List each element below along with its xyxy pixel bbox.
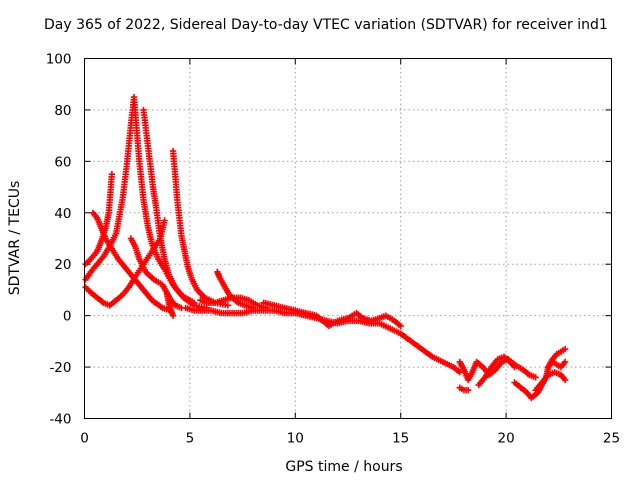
series-arc5 xyxy=(89,209,175,314)
y-tick-label: 100 xyxy=(46,52,72,68)
data-point xyxy=(169,312,177,319)
data-points-layer xyxy=(82,93,569,402)
x-tick-label: 15 xyxy=(392,431,409,447)
data-point xyxy=(224,302,232,309)
x-tick-label: 20 xyxy=(498,431,515,447)
series-arc10 xyxy=(197,294,269,312)
data-point xyxy=(397,322,404,330)
data-point xyxy=(561,358,569,366)
y-tick-label: -40 xyxy=(49,412,71,428)
x-tick-label: 5 xyxy=(186,431,195,447)
series-arc15 xyxy=(475,353,518,389)
series-arc8 xyxy=(163,289,177,319)
series-arc6 xyxy=(82,217,168,309)
data-point xyxy=(108,171,116,178)
y-tick-label: -20 xyxy=(49,360,71,376)
data-point xyxy=(532,374,539,381)
chart-title: Day 365 of 2022, Sidereal Day-to-day VTE… xyxy=(44,17,608,33)
series-arc4 xyxy=(169,147,232,309)
series-arc3 xyxy=(140,106,210,312)
data-point xyxy=(561,345,569,353)
series-arc12 xyxy=(260,299,404,330)
y-axis-label: SDTVAR / TECUs xyxy=(7,181,23,296)
x-tick-label: 10 xyxy=(287,431,304,447)
y-tick-label: 0 xyxy=(63,309,72,325)
data-point xyxy=(464,387,472,394)
x-tick-label: 25 xyxy=(603,431,620,447)
x-tick-label: 0 xyxy=(80,431,89,447)
tick-layer: 0 5 10 15 20 25 -40 -20 0 20 40 60 80 100 xyxy=(46,52,620,447)
data-point xyxy=(161,217,168,224)
y-tick-label: 20 xyxy=(54,257,71,273)
y-tick-label: 80 xyxy=(54,103,71,119)
y-tick-label: 40 xyxy=(54,206,71,222)
data-point xyxy=(561,376,569,384)
x-axis-label: GPS time / hours xyxy=(285,459,402,475)
data-point xyxy=(511,363,518,371)
grid-layer xyxy=(84,58,612,419)
series-arc17 xyxy=(532,369,569,394)
series-arc14 xyxy=(456,384,472,394)
y-tick-label: 60 xyxy=(54,154,71,170)
series-arc18 xyxy=(545,358,569,371)
plot-frame xyxy=(84,58,612,419)
